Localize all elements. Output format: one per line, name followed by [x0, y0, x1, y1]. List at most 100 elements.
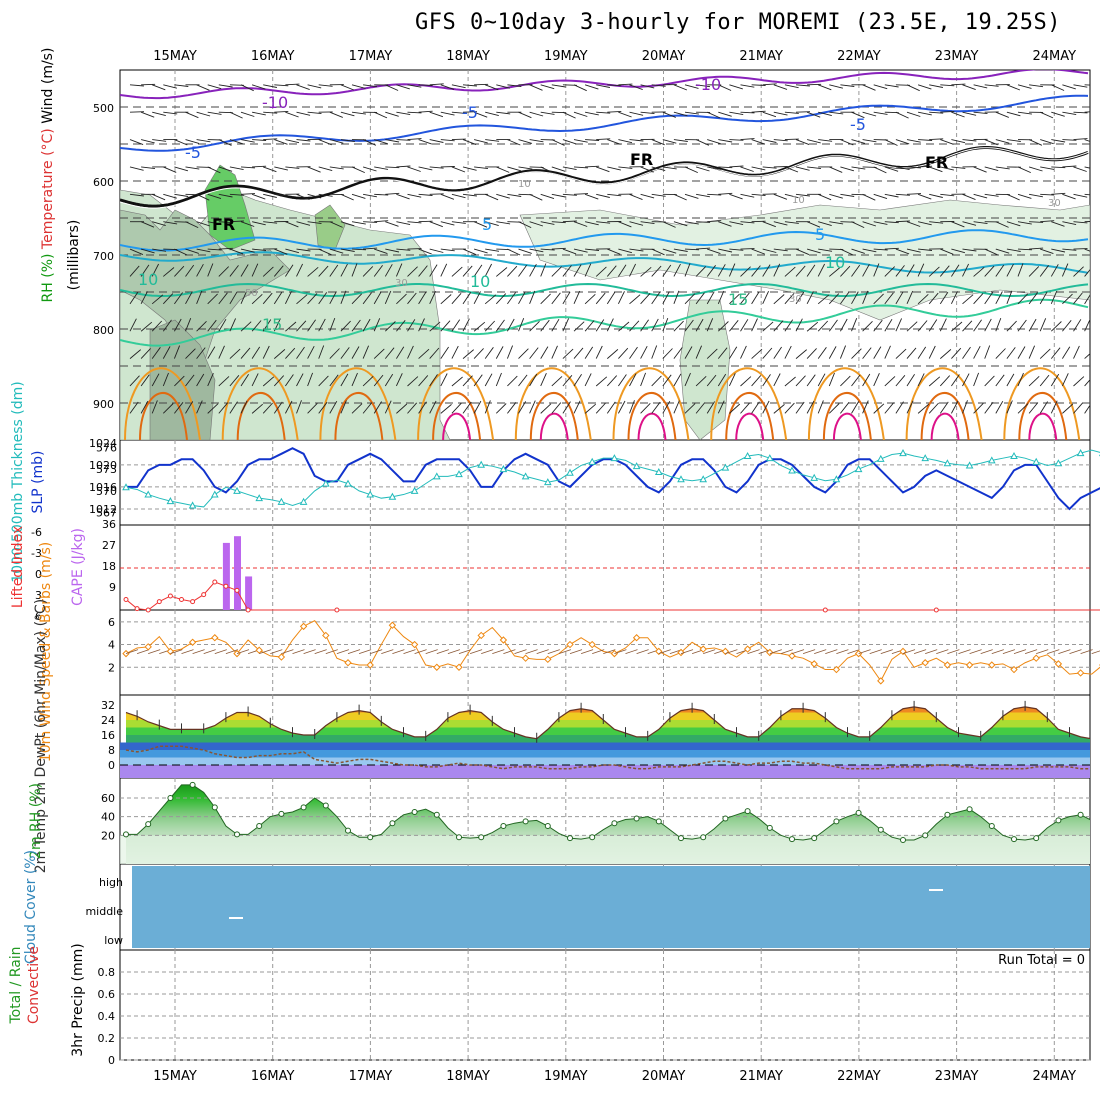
thickness-point — [299, 497, 308, 505]
wind-barb — [884, 318, 893, 332]
wind-barb — [618, 83, 633, 86]
wind-barb — [174, 402, 184, 414]
wind-barb — [218, 292, 228, 305]
wind-barb — [384, 347, 395, 359]
wind-barb — [918, 111, 932, 116]
wind-barb — [229, 193, 244, 196]
wind-barb — [751, 110, 766, 113]
wind-barb — [296, 346, 305, 359]
wind-barb — [218, 166, 233, 172]
rh-point — [1055, 817, 1062, 824]
wind-barb — [1040, 220, 1055, 223]
isotherm-30-loop — [539, 412, 569, 440]
upper-ylabel: RH (%) Temperature (°C) Wind (m/s) — [40, 48, 56, 303]
wind-barb — [662, 291, 670, 305]
wind-barb — [140, 139, 155, 144]
wind-barb — [984, 166, 999, 172]
wind-barb — [240, 321, 252, 332]
wind-barb — [773, 111, 788, 116]
wind-barb — [618, 111, 632, 118]
isotherm-label: 10 — [792, 195, 805, 206]
wind-barb — [1084, 353, 1090, 359]
wind-barb — [252, 165, 267, 168]
wind-barb — [318, 139, 332, 146]
wind-barb-10m — [259, 649, 272, 655]
wind-barb — [174, 318, 182, 332]
cloud-gap-mark — [929, 889, 943, 891]
wind-barb — [895, 220, 910, 223]
wind-barb — [784, 221, 799, 224]
wind-barb — [1084, 248, 1090, 252]
wind-barb — [207, 346, 216, 359]
wind-barb — [296, 248, 311, 252]
temp-band — [126, 706, 1090, 713]
wind-barb — [329, 264, 339, 277]
wind-barb — [518, 264, 528, 277]
isotherm-30-loop — [832, 412, 862, 440]
wind-barb — [629, 248, 644, 252]
wind-barb — [407, 319, 416, 332]
wind-barb — [573, 84, 587, 92]
wind-barb-10m — [270, 649, 283, 655]
wind-barb — [584, 293, 596, 305]
wind-barb — [806, 139, 821, 144]
wind-barb — [873, 403, 885, 414]
wind-barb — [806, 374, 816, 387]
wind-barb — [518, 291, 526, 305]
wind-barb-10m — [580, 649, 594, 655]
wind-barb — [484, 347, 494, 359]
wind-barb — [895, 248, 910, 255]
wind-barb — [1062, 139, 1077, 141]
isotherm-label: FR — [925, 153, 948, 172]
wind-barb — [318, 345, 325, 359]
wind-barb — [906, 264, 915, 277]
wind-barb — [684, 84, 699, 89]
wind-barb — [484, 263, 493, 277]
wind-barb — [163, 267, 175, 277]
wind-barb — [1073, 266, 1084, 277]
wind-barb — [473, 111, 488, 118]
wind-barb — [651, 345, 658, 359]
wind-barb — [296, 320, 307, 332]
wind-barb — [473, 221, 488, 228]
wind-barb — [962, 263, 970, 277]
wind-barb — [540, 346, 549, 359]
wind-barb — [695, 139, 710, 146]
thickness-point — [965, 461, 974, 469]
wind-barb — [140, 400, 149, 414]
wind-barb — [185, 139, 200, 144]
wind-barb — [274, 349, 286, 359]
wind-speed-point — [766, 648, 774, 657]
wind-barb — [529, 84, 543, 91]
wind-barb — [984, 345, 991, 359]
wind-barb — [162, 293, 174, 305]
wind-barb — [407, 292, 417, 305]
wind-barb — [629, 263, 637, 277]
li-tick: 3 — [35, 589, 42, 602]
upper-ylabel2: (millibars) — [66, 220, 82, 291]
wind-barb — [595, 345, 603, 359]
wind-barb — [229, 291, 238, 305]
wind-barb — [374, 111, 388, 119]
wind-barb — [740, 319, 749, 332]
wind-barb — [851, 318, 858, 332]
wind-barb — [707, 139, 721, 145]
wind-barb — [518, 318, 525, 332]
wind-barb — [185, 401, 194, 414]
wind-barb — [995, 248, 1010, 254]
wind-barb-10m — [214, 649, 227, 655]
wind-barb — [1051, 221, 1065, 227]
wind-barb — [895, 193, 910, 196]
wind-barb — [273, 401, 283, 414]
wind-barb — [906, 321, 918, 332]
wind-barb-10m — [536, 649, 549, 655]
wind-barb — [695, 266, 707, 277]
wind-barb — [895, 318, 903, 332]
wind-barb — [307, 345, 315, 359]
wind-barb — [806, 348, 817, 359]
wind-barb — [173, 345, 181, 359]
wind-barb — [440, 320, 451, 332]
wind-barb — [973, 84, 988, 89]
wind-barb — [773, 346, 782, 359]
wind-barb — [1084, 221, 1090, 223]
